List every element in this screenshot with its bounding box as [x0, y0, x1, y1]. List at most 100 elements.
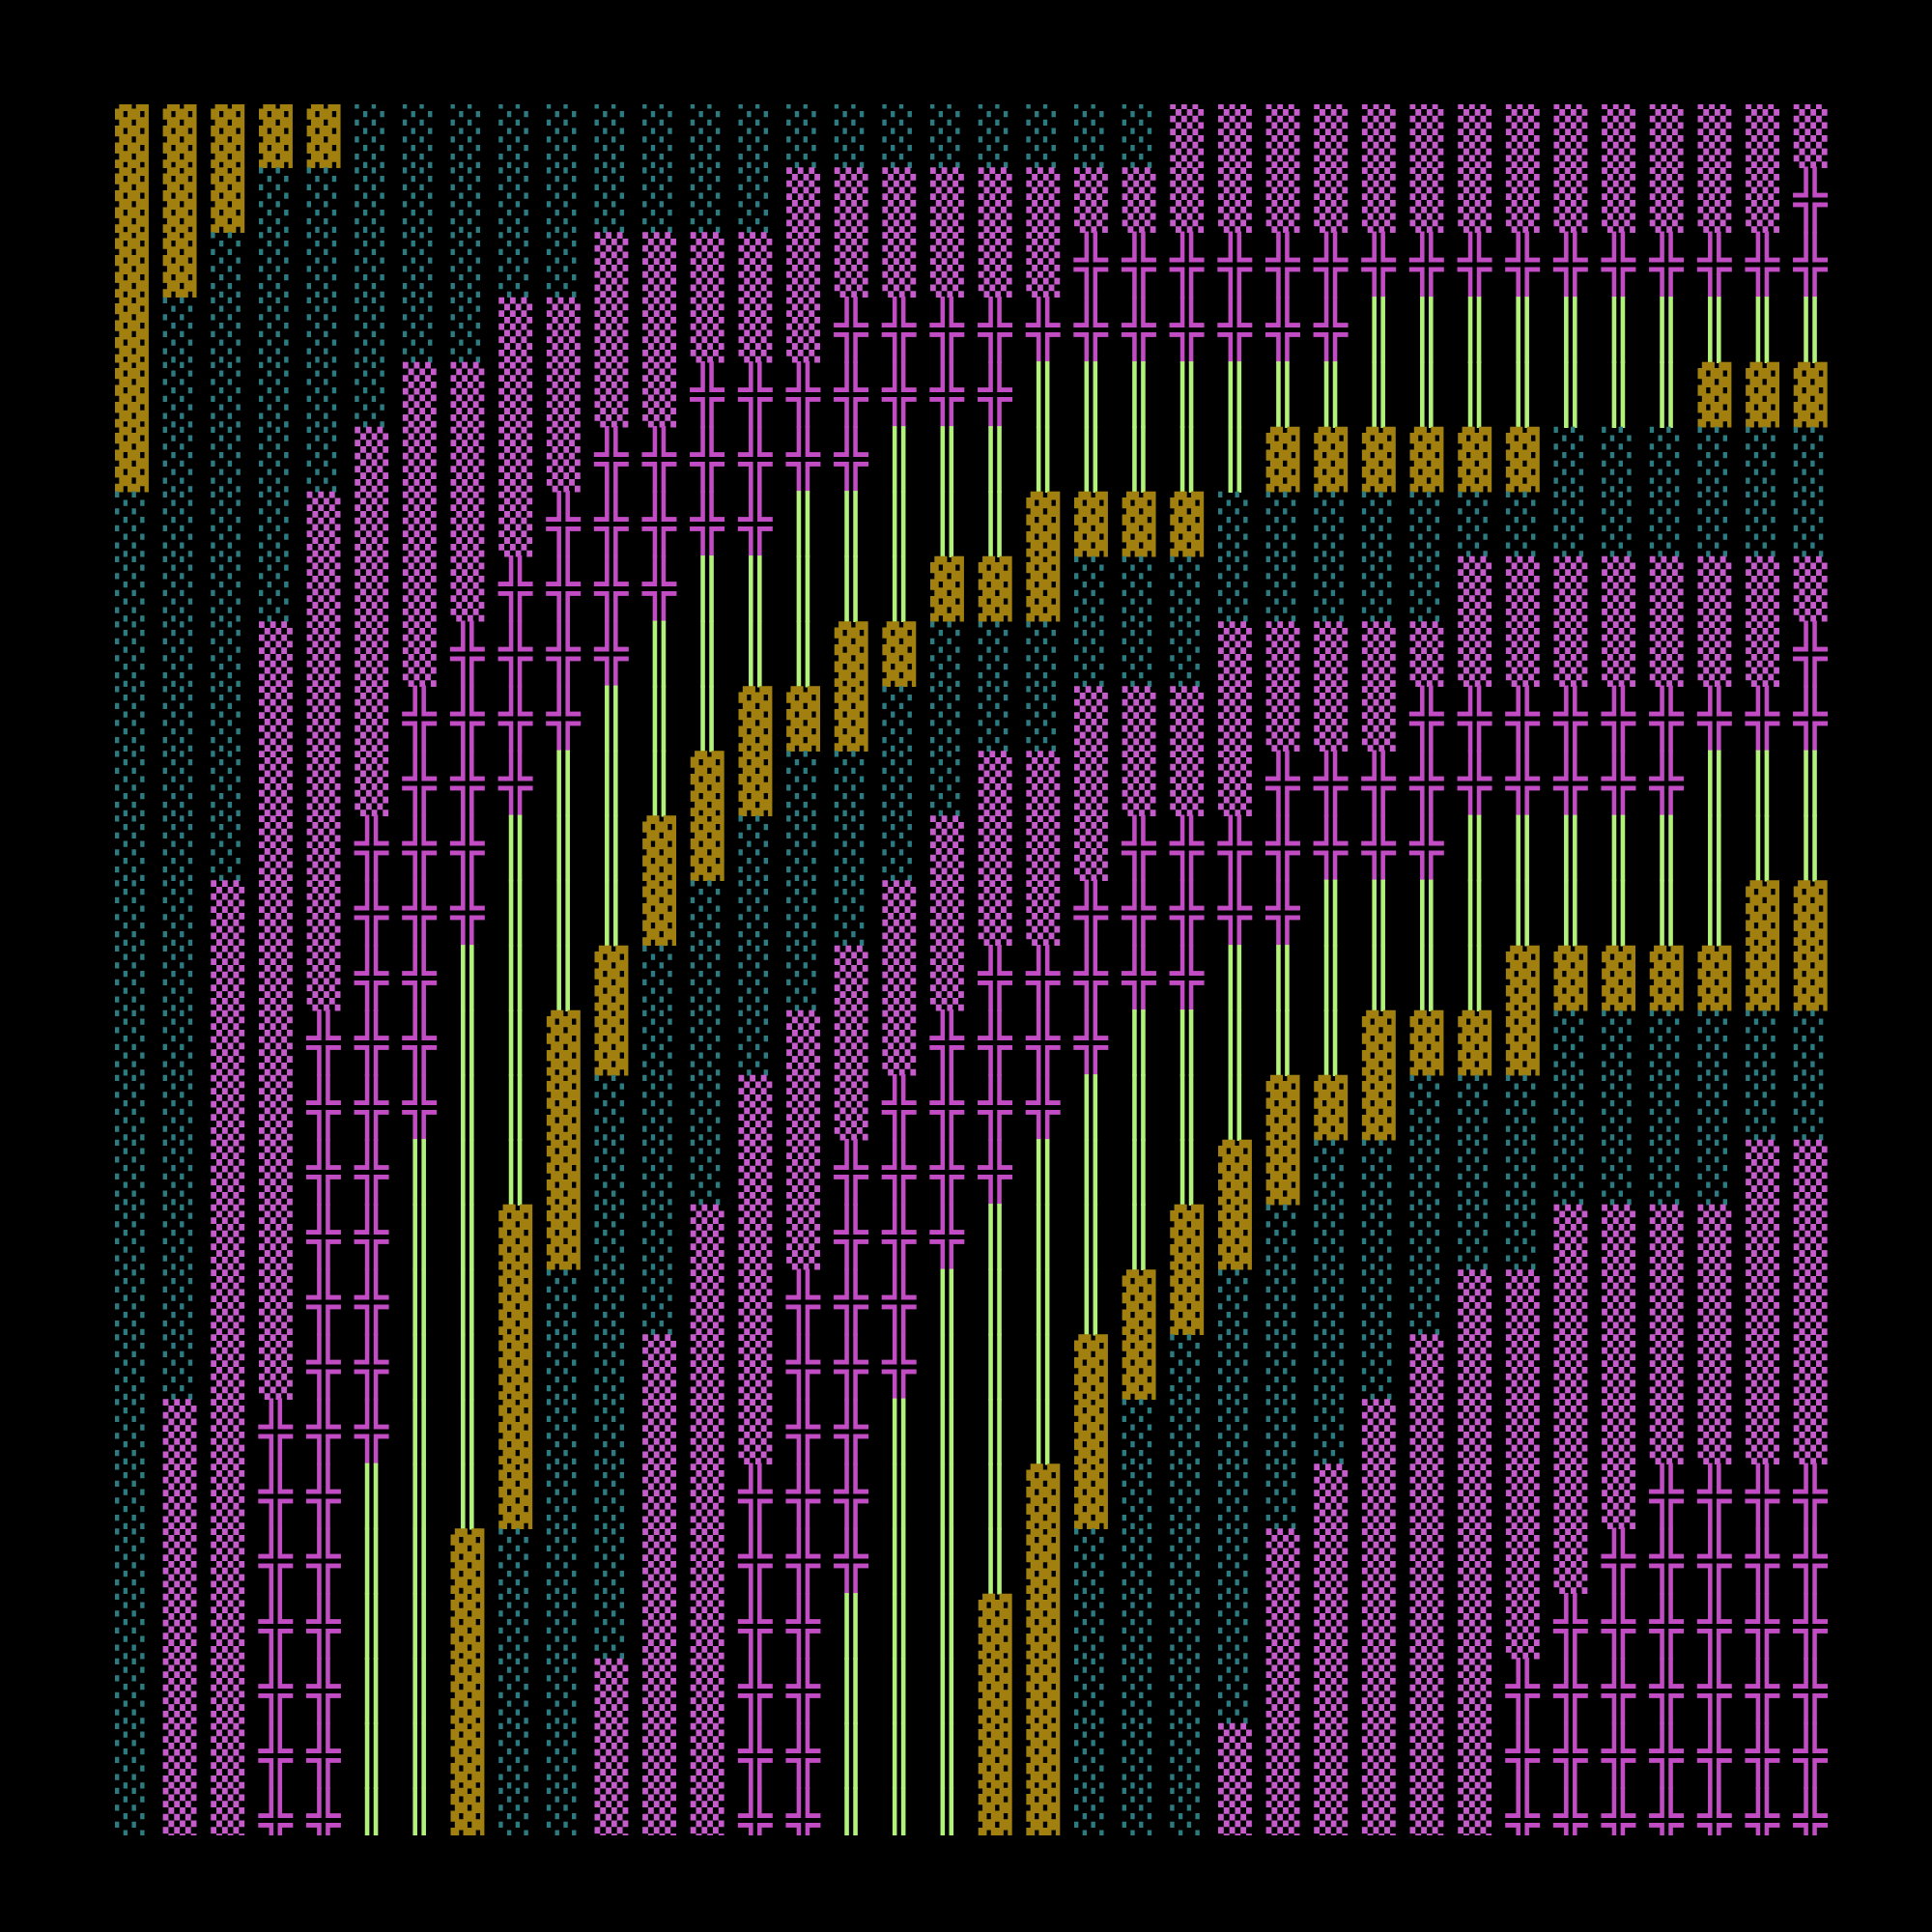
- glyph: ▒: [259, 815, 293, 881]
- glyph: ▒: [1026, 232, 1060, 298]
- glyph: ░: [738, 1009, 772, 1075]
- glyph: ░: [595, 1528, 629, 1594]
- glyph: ╬: [497, 555, 533, 623]
- glyph: ▒: [1458, 621, 1492, 687]
- glyph: ▒: [835, 232, 868, 298]
- glyph: ▒: [786, 297, 820, 362]
- glyph: ░: [1074, 1723, 1108, 1789]
- glyph: ▒: [1362, 1528, 1396, 1594]
- glyph: ║: [1026, 1204, 1060, 1271]
- glyph: ░: [547, 1334, 581, 1400]
- glyph: ▒: [1458, 1528, 1492, 1594]
- glyph: ║: [355, 1787, 388, 1855]
- glyph: ║: [738, 555, 772, 623]
- glyph: ║: [930, 1592, 964, 1660]
- glyph: ▓: [979, 1788, 1012, 1854]
- glyph: ▒: [1458, 1593, 1492, 1659]
- glyph: ▒: [738, 1140, 772, 1206]
- glyph: ▓: [1218, 1140, 1252, 1206]
- glyph: ▒: [691, 297, 724, 362]
- glyph: ░: [835, 880, 868, 946]
- glyph: ▓: [1122, 492, 1156, 557]
- glyph: ║: [882, 1398, 916, 1465]
- glyph: ▒: [259, 1269, 293, 1335]
- glyph: ▒: [1362, 1658, 1396, 1723]
- glyph: ╬: [737, 1463, 773, 1530]
- glyph: ░: [547, 1269, 581, 1335]
- glyph: ╬: [402, 1074, 438, 1142]
- glyph: ░: [1697, 1075, 1731, 1141]
- grid-row: ░▒▒╬╬║║▓░░░▒▒╬╬╬║║║▓░░░░▒▒▒▒▒▒▒╬╬╬╬╬╬: [115, 1527, 1876, 1595]
- glyph: ╬: [737, 360, 773, 428]
- glyph: ║: [451, 1204, 485, 1271]
- glyph: ▒: [642, 1463, 676, 1529]
- glyph: ▒: [451, 427, 485, 493]
- glyph: ║: [1266, 944, 1300, 1011]
- glyph: ╬: [1745, 685, 1780, 753]
- glyph: ▒: [835, 167, 868, 233]
- glyph: ░: [979, 102, 1012, 168]
- glyph: ▒: [738, 1269, 772, 1335]
- glyph: ▒: [1170, 102, 1204, 168]
- glyph: ║: [930, 1333, 964, 1401]
- glyph: ║: [882, 1722, 916, 1790]
- glyph: ▒: [1650, 102, 1684, 168]
- glyph: ▒: [642, 1658, 676, 1723]
- glyph: ▓: [1362, 1009, 1396, 1075]
- glyph: ╬: [402, 879, 438, 947]
- glyph: ╬: [881, 1074, 917, 1142]
- glyph: ▒: [642, 1334, 676, 1400]
- glyph: ║: [1794, 750, 1828, 817]
- glyph: ░: [1170, 1593, 1204, 1659]
- glyph: ▒: [1410, 167, 1444, 233]
- glyph: ▒: [307, 556, 341, 622]
- glyph: ▒: [1362, 686, 1396, 752]
- glyph: ║: [1074, 1204, 1108, 1271]
- glyph: ▓: [115, 361, 149, 427]
- glyph: ║: [403, 1527, 437, 1595]
- glyph: ║: [1650, 296, 1684, 363]
- glyph: ║: [355, 1592, 388, 1660]
- glyph: ░: [1314, 492, 1348, 557]
- glyph: ░: [1026, 686, 1060, 752]
- glyph: ╬: [1025, 296, 1061, 363]
- glyph: ▒: [211, 1463, 244, 1529]
- glyph: ▒: [1650, 1269, 1684, 1335]
- glyph: ╬: [1601, 1657, 1636, 1724]
- glyph: ▒: [163, 1593, 197, 1659]
- glyph: ║: [1074, 1268, 1108, 1336]
- glyph: ▓: [738, 751, 772, 816]
- glyph: ▒: [1362, 1463, 1396, 1529]
- glyph: ▒: [1170, 686, 1204, 752]
- glyph: ░: [163, 880, 197, 946]
- glyph: ▒: [355, 686, 388, 752]
- grid-row: ░░▒▒╬╬║║║▓░░░▒▒╬╬╬╬║║║║▓▓░░░░░░░░░▒▒▒: [115, 1139, 1875, 1207]
- glyph: ║: [403, 1398, 437, 1465]
- glyph: ░: [115, 1528, 149, 1594]
- glyph: ░: [1650, 1009, 1684, 1075]
- glyph: ░: [1074, 556, 1108, 622]
- glyph: ▒: [1506, 167, 1540, 233]
- glyph: ▒: [307, 880, 341, 946]
- glyph: ░: [259, 361, 293, 427]
- glyph: ▒: [1602, 102, 1635, 168]
- glyph: ╬: [306, 1722, 342, 1790]
- glyph: ░: [1506, 1140, 1540, 1206]
- glyph: ░: [403, 167, 437, 233]
- glyph: ▒: [211, 1788, 244, 1854]
- glyph: ░: [1410, 1075, 1444, 1141]
- glyph: ╬: [1122, 231, 1157, 298]
- glyph: ░: [1362, 1334, 1396, 1400]
- glyph: ║: [403, 1592, 437, 1660]
- glyph: ▓: [1410, 1009, 1444, 1075]
- glyph: ╬: [1696, 1592, 1732, 1660]
- glyph: ▒: [642, 1399, 676, 1464]
- glyph: ╬: [1745, 231, 1780, 298]
- glyph: ▒: [1362, 167, 1396, 233]
- glyph: ║: [786, 555, 820, 623]
- glyph: ▓: [547, 1140, 581, 1206]
- glyph: ║: [355, 1527, 388, 1595]
- glyph: ▓: [1074, 1463, 1108, 1529]
- glyph: ▒: [211, 1269, 244, 1335]
- glyph: ░: [1266, 1269, 1300, 1335]
